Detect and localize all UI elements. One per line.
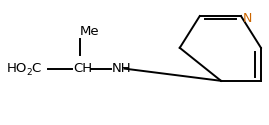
- Text: Me: Me: [80, 26, 100, 38]
- Text: N: N: [242, 12, 252, 25]
- Text: 2: 2: [26, 68, 31, 77]
- Text: NH: NH: [112, 62, 132, 75]
- Text: CH: CH: [73, 62, 92, 75]
- Text: HO: HO: [7, 62, 27, 75]
- Text: C: C: [31, 62, 40, 75]
